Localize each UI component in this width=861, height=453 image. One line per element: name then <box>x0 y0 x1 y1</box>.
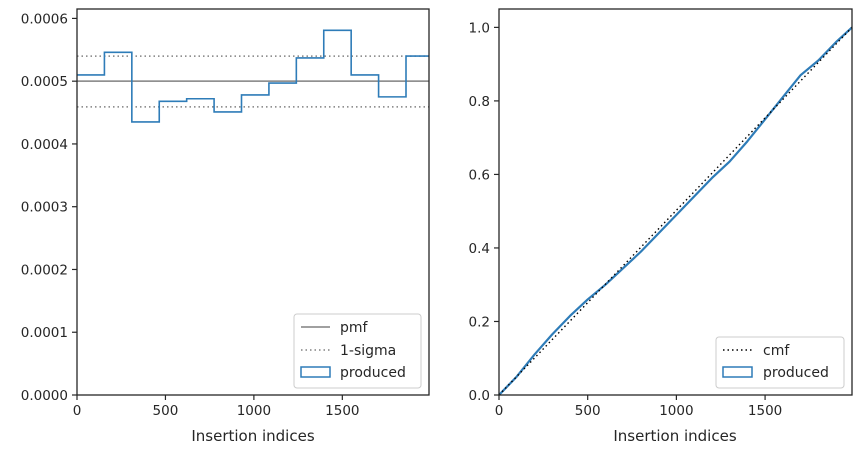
left-ytick-label: 0.0004 <box>21 137 68 153</box>
plot-frame <box>498 8 853 396</box>
right-ytick-label: 1.0 <box>469 20 490 36</box>
left-ytick-label: 0.0006 <box>21 11 68 27</box>
legend-swatch-produced <box>722 366 753 378</box>
legend: pmf 1-sigma produced <box>293 313 422 389</box>
right-xtick-label: 500 <box>575 403 601 419</box>
left-xtick-label: 1000 <box>237 403 271 419</box>
y-axis-ticks: 0.0 0.2 0.4 0.6 0.8 1.0 <box>469 20 499 404</box>
left-xtick-label: 500 <box>153 403 179 419</box>
left-xtick-label: 1500 <box>325 403 359 419</box>
legend: cmf produced <box>715 336 845 389</box>
legend-label-produced: produced <box>763 365 829 381</box>
right-xtick-label: 1000 <box>659 403 693 419</box>
cmf-marks <box>498 26 853 396</box>
histogram-chart: 0 500 1000 1500 0.00000.00010.00020.00030.0… <box>21 8 430 445</box>
right-xtick-label: 0 <box>495 403 504 419</box>
x-axis-label: Insertion indices <box>613 427 736 445</box>
right-ytick-label: 0.4 <box>469 241 490 257</box>
legend-label-produced: produced <box>340 365 406 381</box>
produced-step-line <box>77 29 429 123</box>
left-ytick-label: 0.0003 <box>21 200 68 216</box>
plot-frame <box>76 8 430 396</box>
right-ytick-label: 0.0 <box>469 388 490 404</box>
legend-label-1-sigma: 1-sigma <box>340 343 396 359</box>
left-ytick-label: 0.0005 <box>21 74 68 90</box>
legend-box <box>293 313 422 389</box>
legend-box <box>715 336 845 389</box>
right-xtick-label: 1500 <box>748 403 782 419</box>
legend-swatch-produced <box>300 366 331 378</box>
cmf-chart: 0 500 1000 1500 0.0 0.2 0.4 0.6 0.8 1.0 Insertio… <box>469 8 853 445</box>
histogram-marks <box>77 29 429 123</box>
left-ytick-label: 0.0002 <box>21 262 68 278</box>
x-axis-ticks: 0 500 1000 1500 <box>73 395 360 419</box>
legend-label-pmf: pmf <box>340 320 369 336</box>
plot-area <box>499 9 852 395</box>
x-axis-label: Insertion indices <box>191 427 314 445</box>
produced-line <box>498 26 853 396</box>
right-ytick-label: 0.2 <box>469 314 490 330</box>
left-ytick-label: 0.0001 <box>21 325 68 341</box>
legend-label-cmf: cmf <box>763 343 790 359</box>
left-ytick-label: 0.0000 <box>21 388 68 404</box>
x-axis-ticks: 0 500 1000 1500 <box>495 395 782 419</box>
y-axis-ticks: 0.0000 0.0001 0.0002 0.0003 0.0004 0.0005 0.00… <box>21 11 77 404</box>
right-ytick-label: 0.6 <box>469 167 490 183</box>
right-ytick-label: 0.8 <box>469 94 490 110</box>
left-xtick-label: 0 <box>73 403 82 419</box>
